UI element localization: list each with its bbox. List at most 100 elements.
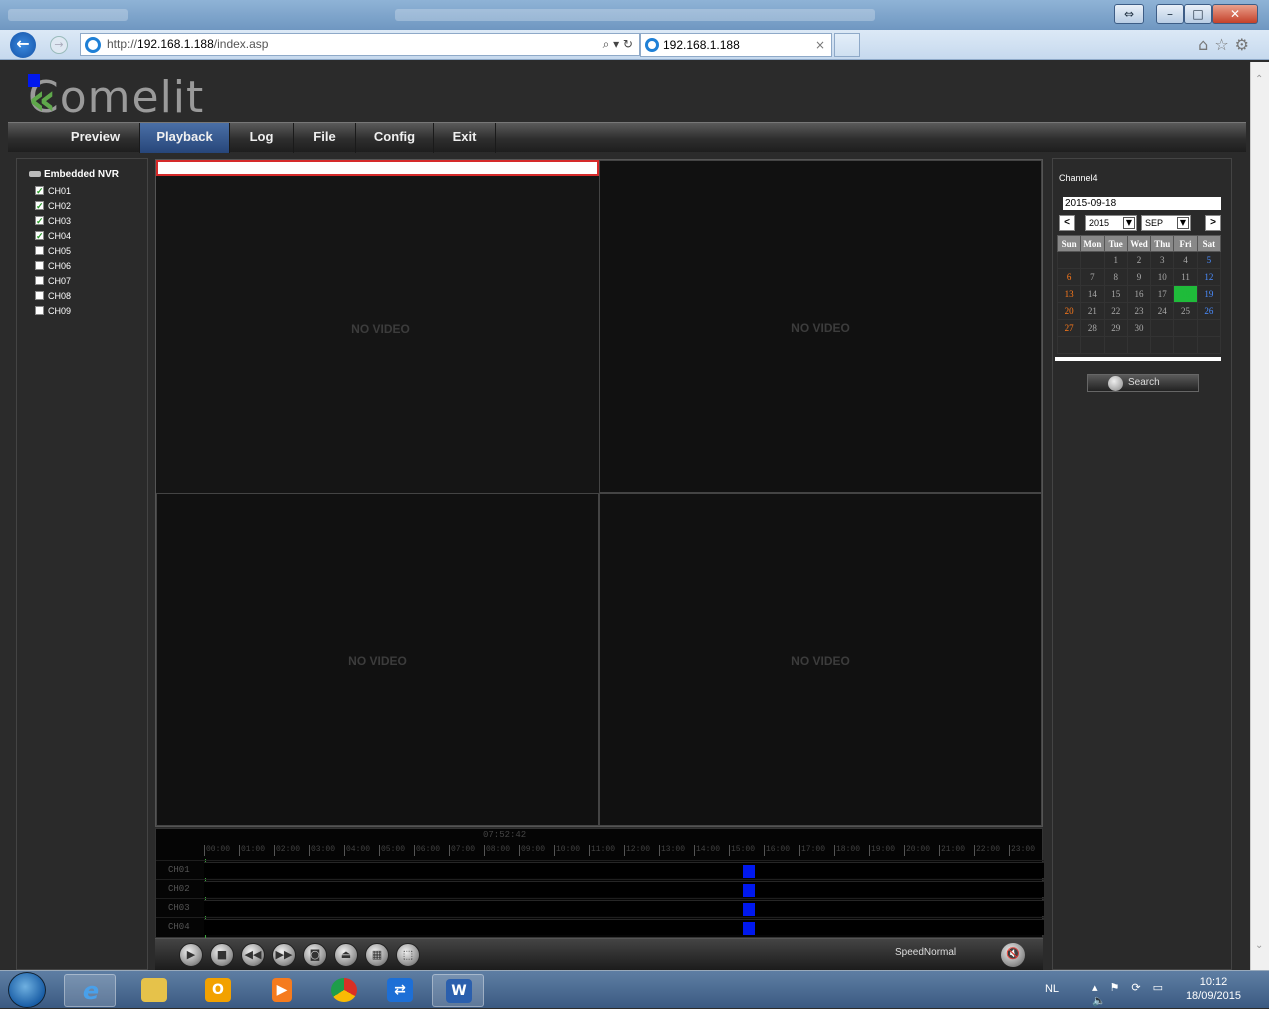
recording-segment[interactable] bbox=[743, 884, 755, 897]
video-cell-1[interactable]: NO VIDEO bbox=[156, 160, 599, 336]
taskbar-orange-app-icon[interactable]: ▶ bbox=[256, 974, 308, 1007]
checked-checkbox[interactable]: ✓ bbox=[35, 201, 44, 212]
timeline-row[interactable]: CH01 bbox=[156, 860, 1044, 879]
maximize-button[interactable]: □ bbox=[1184, 4, 1212, 24]
system-clock[interactable]: 10:12 18/09/2015 bbox=[1186, 975, 1241, 1003]
timeline-track[interactable] bbox=[204, 900, 1044, 916]
fast-forward-icon[interactable]: ▶▶ bbox=[272, 943, 296, 967]
close-window-button[interactable]: ✕ bbox=[1212, 4, 1258, 24]
recording-segment[interactable] bbox=[743, 922, 755, 935]
checked-checkbox[interactable]: ✓ bbox=[35, 186, 44, 197]
channel-item[interactable]: CH08 bbox=[35, 290, 71, 304]
page-scrollbar[interactable]: ⌃ ⌄ bbox=[1250, 62, 1269, 970]
forward-arrow-icon[interactable]: → bbox=[50, 36, 68, 54]
calendar-day[interactable]: 19 bbox=[1196, 285, 1222, 303]
unchecked-checkbox[interactable] bbox=[35, 291, 44, 301]
minimize-button[interactable]: – bbox=[1156, 4, 1184, 24]
calendar-day[interactable]: 23 bbox=[1126, 302, 1152, 320]
taskbar-explorer-icon[interactable] bbox=[128, 974, 180, 1007]
calendar-day[interactable]: 20 bbox=[1056, 302, 1082, 320]
taskbar-chrome-icon[interactable] bbox=[318, 974, 370, 1007]
date-field[interactable]: 2015-09-18 bbox=[1063, 197, 1221, 210]
calendar-day[interactable]: 1 bbox=[1103, 251, 1128, 269]
taskbar-ie-icon[interactable]: e bbox=[64, 974, 116, 1007]
channel-item[interactable]: CH07 bbox=[35, 275, 71, 289]
device-tree-root[interactable]: Embedded NVR bbox=[29, 169, 119, 180]
menu-file[interactable]: File bbox=[294, 123, 356, 153]
menu-exit[interactable]: Exit bbox=[434, 123, 496, 153]
calendar-day[interactable]: 2 bbox=[1126, 251, 1152, 269]
calendar-day[interactable]: 14 bbox=[1080, 285, 1105, 303]
channel-item[interactable]: CH06 bbox=[35, 260, 71, 274]
back-arrow-icon[interactable]: ← bbox=[10, 32, 36, 58]
rewind-icon[interactable]: ◀◀ bbox=[241, 943, 265, 967]
calendar-day[interactable]: 24 bbox=[1150, 302, 1175, 320]
tab-close-icon[interactable]: × bbox=[814, 38, 825, 52]
timeline-cursor[interactable] bbox=[205, 859, 206, 939]
timeline-track[interactable] bbox=[204, 862, 1044, 878]
menu-preview[interactable]: Preview bbox=[52, 123, 140, 153]
calendar-day[interactable]: 25 bbox=[1173, 302, 1198, 320]
menu-log[interactable]: Log bbox=[230, 123, 294, 153]
start-button[interactable] bbox=[8, 972, 46, 1008]
taskbar-teamviewer-icon[interactable]: ⇄ bbox=[374, 974, 426, 1007]
compat-button[interactable]: ⇔ bbox=[1114, 4, 1144, 24]
scroll-up-icon[interactable]: ⌃ bbox=[1255, 74, 1264, 85]
new-tab-button[interactable] bbox=[834, 33, 860, 57]
prev-month-button[interactable]: < bbox=[1059, 215, 1075, 231]
calendar-day[interactable]: 16 bbox=[1126, 285, 1152, 303]
calendar-day[interactable]: 13 bbox=[1056, 285, 1082, 303]
calendar-day[interactable]: 21 bbox=[1080, 302, 1105, 320]
calendar-day[interactable]: 6 bbox=[1056, 268, 1082, 286]
unchecked-checkbox[interactable] bbox=[35, 246, 44, 256]
video-cell-3[interactable]: NO VIDEO bbox=[156, 493, 599, 826]
film-icon[interactable]: ▦ bbox=[365, 943, 389, 967]
checked-checkbox[interactable]: ✓ bbox=[35, 216, 44, 227]
scroll-down-icon[interactable]: ⌄ bbox=[1255, 940, 1264, 951]
next-month-button[interactable]: > bbox=[1205, 215, 1221, 231]
channel-item[interactable]: ✓ CH01 bbox=[35, 185, 71, 199]
video-cell-4[interactable]: NO VIDEO bbox=[599, 493, 1042, 826]
calendar-day[interactable]: 30 bbox=[1126, 319, 1152, 337]
calendar-day[interactable]: 4 bbox=[1173, 251, 1198, 269]
search-button[interactable]: Search bbox=[1087, 374, 1199, 392]
timeline-row[interactable]: CH03 bbox=[156, 898, 1044, 917]
video-cell-2[interactable]: NO VIDEO bbox=[599, 160, 1042, 493]
calendar-day[interactable]: 8 bbox=[1103, 268, 1128, 286]
unchecked-checkbox[interactable] bbox=[35, 276, 44, 286]
recording-segment[interactable] bbox=[743, 903, 755, 916]
fullscreen-icon[interactable]: ⬚ bbox=[396, 943, 420, 967]
checked-checkbox[interactable]: ✓ bbox=[35, 231, 44, 242]
calendar-day[interactable]: 28 bbox=[1080, 319, 1105, 337]
timeline-track[interactable] bbox=[204, 881, 1044, 897]
play-icon[interactable]: ▶ bbox=[179, 943, 203, 967]
calendar-day[interactable]: 27 bbox=[1056, 319, 1082, 337]
calendar-day[interactable]: 9 bbox=[1126, 268, 1152, 286]
unchecked-checkbox[interactable] bbox=[35, 306, 44, 316]
language-indicator[interactable]: NL bbox=[1044, 983, 1059, 995]
calendar-day[interactable]: 10 bbox=[1150, 268, 1175, 286]
calendar-day[interactable]: 3 bbox=[1150, 251, 1175, 269]
timeline-row[interactable]: CH04 bbox=[156, 917, 1044, 936]
stop-icon[interactable]: ■ bbox=[210, 943, 234, 967]
browser-toolbar-icons[interactable]: ⌂☆⚙ bbox=[1198, 35, 1255, 54]
browser-tab[interactable]: 192.168.1.188 × bbox=[640, 33, 832, 57]
snapshot-icon[interactable]: ◙ bbox=[303, 943, 327, 967]
unchecked-checkbox[interactable] bbox=[35, 261, 44, 271]
address-bar[interactable]: http://192.168.1.188/index.asp ⌕ ▾ ↻ bbox=[80, 33, 640, 56]
calendar-day[interactable]: 15 bbox=[1103, 285, 1128, 303]
calendar-day[interactable]: 22 bbox=[1103, 302, 1128, 320]
menu-config[interactable]: Config bbox=[356, 123, 434, 153]
channel-item[interactable]: ✓ CH02 bbox=[35, 200, 71, 214]
recording-segment[interactable] bbox=[743, 865, 755, 878]
calendar-day[interactable]: 5 bbox=[1196, 251, 1222, 269]
download-icon[interactable]: ⏏ bbox=[334, 943, 358, 967]
year-select[interactable]: 2015 ▼ bbox=[1085, 215, 1137, 231]
menu-playback[interactable]: Playback bbox=[140, 123, 230, 153]
calendar-day[interactable]: 11 bbox=[1173, 268, 1198, 286]
channel-item[interactable]: CH05 bbox=[35, 245, 71, 259]
search-refresh-icons[interactable]: ⌕ ▾ ↻ bbox=[602, 37, 633, 51]
timeline-row[interactable]: CH02 bbox=[156, 879, 1044, 898]
taskbar-word-icon[interactable]: W bbox=[432, 974, 484, 1007]
channel-item[interactable]: ✓ CH04 bbox=[35, 230, 71, 244]
